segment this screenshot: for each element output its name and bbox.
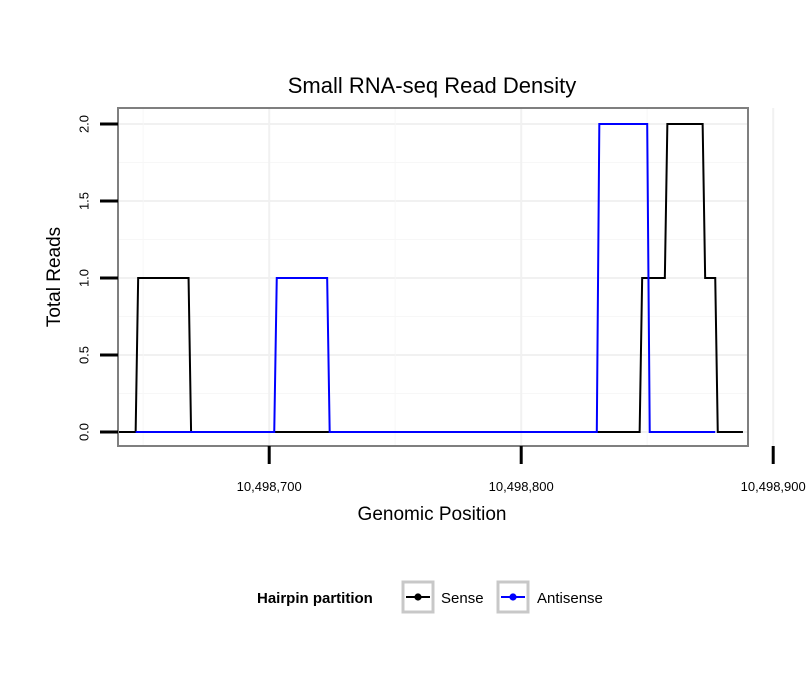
legend-label-antisense: Antisense bbox=[537, 590, 603, 607]
chart-title: Small RNA-seq Read Density bbox=[288, 73, 577, 98]
x-tick-label: 10,498,700 bbox=[237, 479, 302, 494]
y-tick-label: 0.5 bbox=[76, 346, 91, 364]
series-line-antisense bbox=[135, 123, 716, 433]
series-line-sense bbox=[118, 123, 743, 433]
y-tick-label: 0.0 bbox=[76, 423, 91, 441]
y-tick-label: 1.5 bbox=[76, 192, 91, 210]
x-axis: 10,498,700 10,498,800 10,498,900 bbox=[237, 446, 806, 494]
legend-label-sense: Sense bbox=[441, 590, 484, 607]
legend-marker-antisense bbox=[509, 593, 517, 601]
series-layer bbox=[118, 123, 743, 433]
y-axis: 0.0 0.5 1.0 1.5 2.0 bbox=[76, 115, 118, 441]
legend-title: Hairpin partition bbox=[257, 590, 373, 607]
x-tick-label: 10,498,800 bbox=[489, 479, 554, 494]
x-axis-title: Genomic Position bbox=[358, 504, 507, 525]
legend: Hairpin partition Sense Antisense bbox=[257, 580, 603, 614]
legend-item-antisense: Antisense bbox=[496, 580, 603, 614]
y-axis-title: Total Reads bbox=[44, 227, 65, 327]
y-tick-label: 2.0 bbox=[76, 115, 91, 133]
legend-marker-sense bbox=[414, 593, 422, 601]
y-tick-label: 1.0 bbox=[76, 269, 91, 287]
legend-item-sense: Sense bbox=[401, 580, 484, 614]
x-tick-label: 10,498,900 bbox=[741, 479, 806, 494]
